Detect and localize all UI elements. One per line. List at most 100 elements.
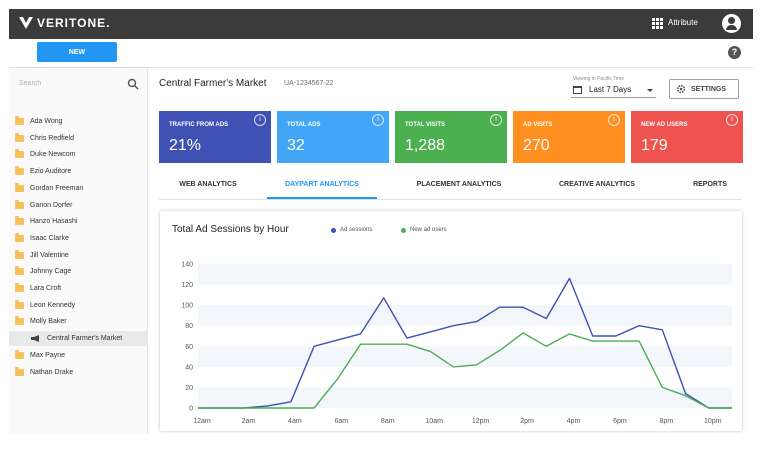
series-line-new-ad-users bbox=[198, 332, 732, 409]
sidebar-item[interactable]: Duke Newcom bbox=[15, 147, 148, 162]
legend-swatch bbox=[401, 227, 406, 233]
date-range-select[interactable]: Last 7 Days bbox=[571, 82, 656, 98]
sidebar-item[interactable]: Nathan Drake bbox=[15, 365, 148, 380]
x-tick-label: 12am bbox=[193, 418, 211, 425]
sidebar-item[interactable]: Gordan Freeman bbox=[15, 181, 148, 196]
calendar-icon bbox=[573, 86, 582, 94]
megaphone-icon bbox=[31, 335, 39, 343]
stat-card[interactable]: AD VISITS 270 i bbox=[513, 111, 625, 163]
chart-panel: Total Ad Sessions by Hour Ad sessions Ne… bbox=[160, 211, 742, 431]
folder-icon bbox=[15, 199, 24, 209]
sidebar-item-label: Central Farmer's Market bbox=[47, 335, 123, 343]
folder-icon bbox=[15, 132, 24, 142]
x-tick-label: 12pm bbox=[472, 418, 490, 425]
y-tick-label: 0 bbox=[189, 406, 193, 413]
stat-card-value: 32 bbox=[287, 137, 305, 154]
user-avatar-icon[interactable] bbox=[722, 14, 741, 33]
legend-item-new-ad-users[interactable]: New ad users bbox=[401, 227, 447, 233]
sidebar-item-label: Ada Wong bbox=[30, 118, 63, 125]
stat-card-value: 270 bbox=[523, 137, 550, 154]
search-icon[interactable] bbox=[127, 78, 139, 90]
tab-creative-analytics[interactable]: CREATIVE ANALYTICS bbox=[559, 181, 635, 188]
search-placeholder: Search bbox=[19, 80, 42, 87]
x-tick-label: 8am bbox=[381, 418, 395, 425]
tab-placement-analytics[interactable]: PLACEMENT ANALYTICS bbox=[416, 181, 502, 188]
legend-swatch bbox=[331, 227, 336, 233]
tab-daypart-analytics[interactable]: DAYPART ANALYTICS bbox=[267, 181, 377, 199]
sidebar-item-label: Gordan Freeman bbox=[30, 184, 84, 192]
folder-icon bbox=[15, 299, 24, 309]
folder-icon bbox=[15, 366, 24, 376]
stat-card[interactable]: TOTAL ADS 32 i bbox=[277, 111, 389, 163]
legend-label: Ad sessions bbox=[340, 227, 373, 233]
sidebar-item[interactable]: Lara Croft bbox=[15, 281, 148, 296]
stat-card[interactable]: NEW AD USERS 179 i bbox=[631, 111, 743, 163]
info-icon[interactable]: i bbox=[726, 114, 738, 126]
folder-icon bbox=[15, 232, 24, 242]
settings-button[interactable]: SETTINGS bbox=[669, 79, 739, 99]
info-icon[interactable]: i bbox=[372, 114, 384, 126]
legend-label: New ad users bbox=[410, 227, 447, 233]
y-tick-label: 100 bbox=[181, 303, 193, 310]
top-bar: VERITONE. Attribute bbox=[9, 9, 753, 39]
help-icon[interactable]: ? bbox=[728, 46, 741, 59]
stat-card-label: TOTAL ADS bbox=[287, 122, 321, 128]
folder-icon bbox=[15, 166, 24, 176]
stat-card-label: TRAFFIC FROM ADS bbox=[169, 122, 229, 128]
sidebar-item[interactable]: Jill Valentine bbox=[15, 248, 148, 263]
new-button[interactable]: NEW bbox=[37, 42, 117, 62]
legend-item-ad-sessions[interactable]: Ad sessions bbox=[331, 227, 372, 233]
page-title: Central Farmer's Market bbox=[159, 78, 267, 89]
sidebar-item[interactable]: Ganon Dorfer bbox=[15, 198, 148, 213]
stat-card[interactable]: TOTAL VISITS 1,288 i bbox=[395, 111, 507, 163]
sidebar: Search Ada Wong Chris Redfield Duke Newcom… bbox=[9, 68, 148, 434]
sidebar-item[interactable]: Chris Redfield bbox=[15, 131, 148, 146]
info-icon[interactable]: i bbox=[254, 114, 266, 126]
sidebar-item[interactable]: Hanzo Hasashi bbox=[15, 214, 148, 229]
x-tick-label: 8pm bbox=[660, 418, 674, 425]
search-field[interactable]: Search bbox=[19, 78, 139, 92]
y-tick-label: 80 bbox=[185, 323, 193, 330]
sidebar-item-label: Isaac Clarke bbox=[30, 234, 69, 242]
folder-icon bbox=[15, 349, 24, 359]
folder-icon bbox=[15, 216, 24, 226]
info-icon[interactable]: i bbox=[608, 114, 620, 126]
y-tick-label: 20 bbox=[185, 385, 193, 392]
sidebar-item[interactable]: Molly Baker bbox=[15, 314, 148, 329]
sidebar-item[interactable]: Central Farmer's Market bbox=[9, 331, 148, 347]
x-tick-label: 6pm bbox=[613, 418, 627, 425]
sidebar-item[interactable]: Max Payne bbox=[15, 348, 148, 363]
attribute-app-label[interactable]: Attribute bbox=[668, 18, 698, 27]
sidebar-item[interactable]: Johnny Cage bbox=[15, 264, 148, 279]
sidebar-item-label: Jill Valentine bbox=[30, 251, 69, 259]
tab-reports[interactable]: REPORTS bbox=[693, 181, 727, 188]
sidebar-item[interactable]: Ezio Auditore bbox=[15, 164, 148, 179]
sidebar-item-label: Chris Redfield bbox=[30, 134, 74, 142]
sidebar-item-label: Lara Croft bbox=[30, 285, 62, 292]
stat-card-value: 179 bbox=[641, 137, 668, 154]
sidebar-item-label: Molly Baker bbox=[30, 318, 67, 326]
chart-title: Total Ad Sessions by Hour bbox=[172, 224, 289, 235]
sidebar-item-label: Nathan Drake bbox=[30, 368, 74, 376]
series-line-ad-sessions bbox=[198, 277, 732, 409]
stat-card[interactable]: TRAFFIC FROM ADS 21% i bbox=[159, 111, 271, 163]
x-tick-label: 10am bbox=[425, 418, 443, 425]
sidebar-item[interactable]: Isaac Clarke bbox=[15, 231, 148, 246]
apps-grid-icon[interactable] bbox=[652, 18, 663, 29]
folder-icon bbox=[15, 316, 24, 326]
veritone-logo[interactable]: VERITONE. bbox=[19, 16, 110, 30]
sidebar-item[interactable]: Leon Kennedy bbox=[15, 298, 148, 313]
grid-band bbox=[198, 264, 732, 285]
gear-icon bbox=[676, 84, 686, 94]
tab-web-analytics[interactable]: WEB ANALYTICS bbox=[179, 181, 237, 188]
x-tick-label: 4am bbox=[288, 418, 302, 425]
logo-text: VERITONE. bbox=[37, 16, 111, 30]
info-icon[interactable]: i bbox=[490, 114, 502, 126]
app-window: VERITONE. Attribute NEW ? Search Ada Won… bbox=[9, 9, 753, 434]
chevron-down-icon bbox=[647, 89, 653, 92]
grid-band bbox=[198, 346, 732, 367]
action-bar: NEW ? bbox=[9, 39, 753, 68]
tab-underline bbox=[159, 199, 742, 200]
sidebar-item[interactable]: Ada Wong bbox=[15, 114, 148, 129]
x-tick-label: 6am bbox=[334, 418, 348, 425]
